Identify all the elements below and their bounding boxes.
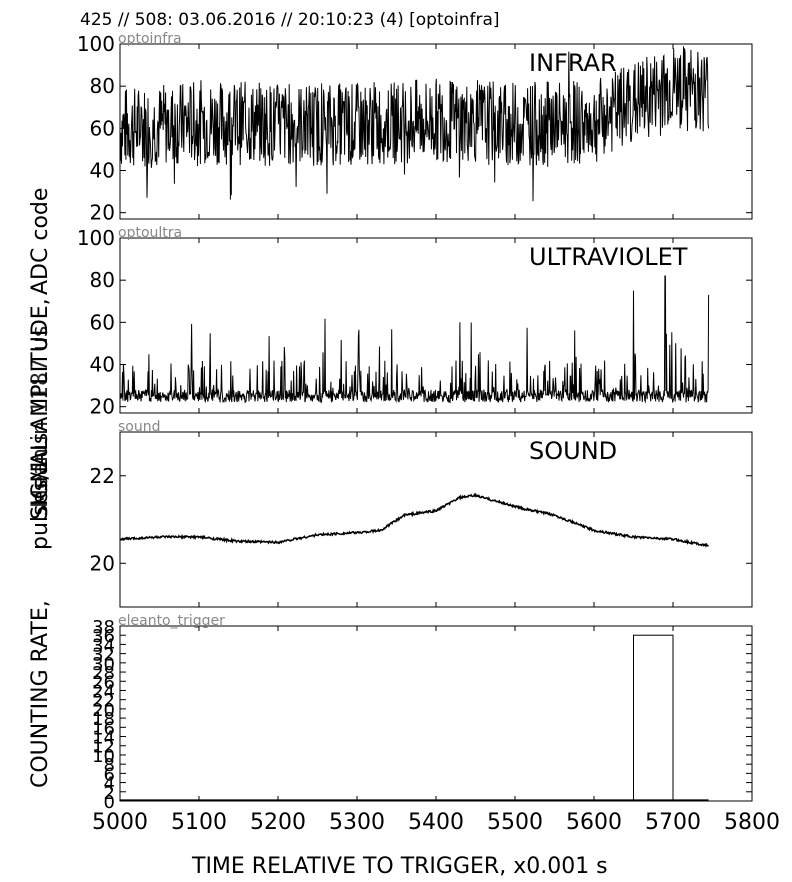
x-tick-label: 5800 (724, 810, 780, 835)
panel-frame (119, 431, 753, 608)
source-label: sound (118, 419, 161, 435)
y-axis-label-signal: SIGNAL AMPLITUDE, (28, 298, 53, 520)
y-tick-label: 36 (92, 626, 115, 647)
series-line (119, 492, 709, 548)
y-tick-label: 10 (92, 746, 115, 767)
panel-label: INFRAR (529, 49, 617, 77)
x-tick-label: 5100 (171, 810, 227, 835)
x-tick-label: 5000 (92, 810, 148, 835)
y-tick-label: 38 (92, 617, 115, 638)
y-tick-label: 40 (90, 353, 115, 377)
source-label: optoultra (118, 225, 182, 241)
panel-2: sound SOUND 20 22 (90, 419, 753, 608)
bar (633, 634, 674, 802)
y-axis-label-mean: Mean in 1187 us (28, 326, 53, 508)
y-tick-label: 80 (90, 268, 115, 292)
series-line (119, 46, 710, 202)
source-label: optoinfra (118, 31, 182, 47)
panel-3: eleanto_trigger0246810121416182022242628… (92, 613, 780, 835)
y-tick-label: 100 (77, 32, 115, 56)
y-tick-label: 6 (104, 764, 115, 785)
y-tick-label: 20 (92, 700, 115, 721)
y-tick-label: 26 (92, 672, 115, 693)
y-tick-label: 20 (90, 551, 115, 575)
y-tick-label: 14 (92, 728, 115, 749)
panel-label: SOUND (529, 437, 617, 465)
y-tick-label: 80 (90, 74, 115, 98)
x-tick-label: 5300 (329, 810, 385, 835)
y-tick-label: 40 (90, 159, 115, 183)
y-tick-label: 34 (92, 635, 115, 656)
y-tick-label: 24 (92, 681, 115, 702)
x-tick-label: 5700 (645, 810, 701, 835)
panel-frame (119, 625, 753, 802)
y-tick-label: 20 (90, 395, 115, 419)
panels-group: optoinfraINFRAR20406080100optoultraULTRA… (77, 31, 780, 835)
x-axis-label: TIME RELATIVE TO TRIGGER, x0.001 s (191, 854, 608, 879)
y-tick-label: 60 (90, 116, 115, 140)
y-tick-label: 16 (92, 718, 115, 739)
y-tick-label: 60 (90, 310, 115, 334)
y-tick-label: 28 (92, 663, 115, 684)
x-tick-label: 5500 (487, 810, 543, 835)
y-tick-label: 22 (90, 464, 115, 488)
panel-label: ULTRAVIOLET (529, 243, 688, 271)
source-label: eleanto_trigger (118, 613, 225, 629)
series-line (119, 275, 710, 404)
y-tick-label: 2 (104, 783, 115, 804)
x-tick-label: 5600 (566, 810, 622, 835)
y-tick-label: 18 (92, 709, 115, 730)
y-tick-label: 4 (104, 774, 115, 795)
y-tick-label: 32 (92, 645, 115, 666)
panel-0: optoinfra INFRAR 20 40 60 80 100 (77, 31, 753, 225)
y-tick-label: 22 (92, 691, 115, 712)
y-tick-label: 30 (92, 654, 115, 675)
y-tick-label: 100 (77, 226, 115, 250)
y-axis-label-pulses: pulses/1us (28, 433, 53, 550)
x-tick-label: 5400 (408, 810, 464, 835)
figure-title: 425 // 508: 03.06.2016 // 20:10:23 (4) [… (80, 10, 500, 30)
y-tick-label: 8 (104, 755, 115, 776)
y-tick-label: 12 (92, 737, 115, 758)
y-tick-label: 0 (104, 792, 115, 813)
y-axis-label-adc: ADC code (28, 188, 53, 295)
x-tick-label: 5200 (250, 810, 306, 835)
y-axis-label-counting: COUNTING RATE, (28, 600, 53, 788)
panel-1: optoultra ULTRAVIOLET 20 40 60 80 100 (77, 225, 753, 419)
y-tick-label: 20 (90, 201, 115, 225)
